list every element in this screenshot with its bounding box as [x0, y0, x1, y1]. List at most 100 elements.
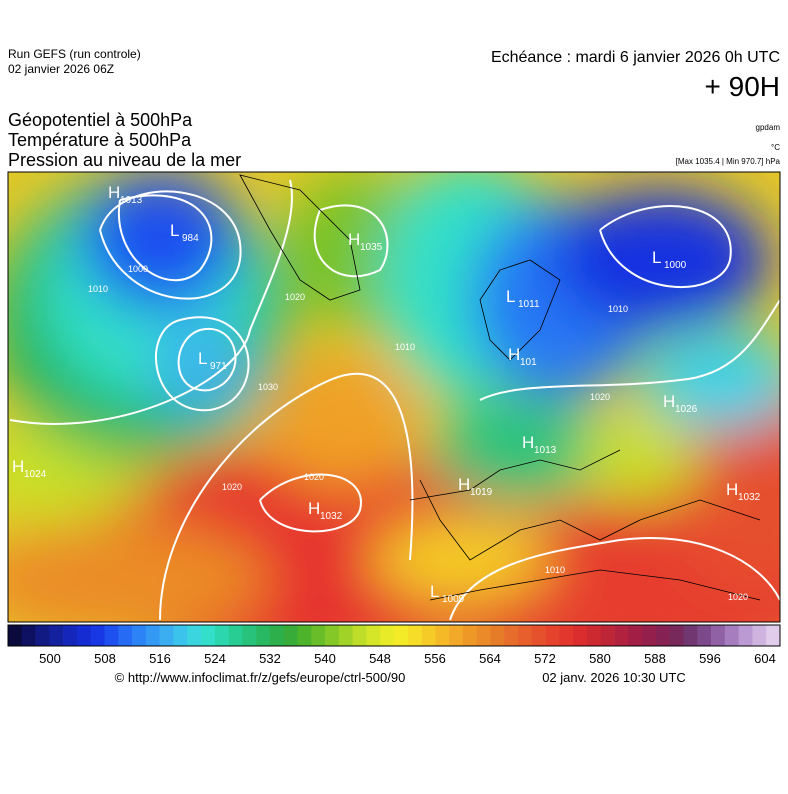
colorbar-swatch: [297, 625, 312, 646]
colorbar-swatch: [173, 625, 188, 646]
colorbar-swatch: [76, 625, 92, 646]
source: © http://www.infoclimat.fr/z/gefs/europe…: [115, 670, 406, 685]
colorbar-tick-label: 556: [424, 651, 446, 666]
colorbar-frame: [7, 624, 781, 647]
center-pressure: 1000: [664, 260, 687, 271]
colorbar-tick-label: 572: [534, 651, 556, 666]
colorbar-swatch: [490, 625, 505, 646]
colorbar-swatch: [587, 625, 602, 646]
center-pressure: 1024: [24, 469, 47, 480]
colorbar-tick-label: 596: [699, 651, 721, 666]
unit-label: °C: [771, 143, 780, 152]
colorbar-swatch: [35, 625, 50, 646]
center-pressure: 1019: [470, 487, 493, 498]
echeance: Echéance : mardi 6 janvier 2026 0h UTC: [491, 49, 780, 66]
run-label: Run GEFS (run controle): [8, 47, 141, 61]
center-pressure: 1013: [120, 195, 143, 206]
colorbar-swatch: [573, 625, 588, 646]
colorbar-swatch: [132, 625, 147, 646]
colorbar-swatch: [311, 625, 326, 646]
colorbar-swatch: [21, 625, 36, 646]
colorbar-swatch: [269, 625, 285, 646]
colorbar-tick-label: 604: [754, 651, 776, 666]
generated-time: 02 janv. 2026 10:30 UTC: [542, 670, 686, 685]
contour-label: 1030: [258, 382, 278, 392]
center-pressure: 1032: [320, 511, 343, 522]
title: Pression au niveau de la mer: [8, 150, 241, 170]
colorbar-swatch: [435, 625, 450, 646]
colorbar-swatch: [159, 625, 174, 646]
colorbar-swatch: [628, 625, 643, 646]
colorbar-swatch: [90, 625, 105, 646]
colorbar-swatch: [338, 625, 353, 646]
center-pressure: 1009: [442, 594, 465, 605]
colorbar-swatch: [187, 625, 202, 646]
colorbar-swatch: [8, 625, 23, 646]
colorbar-swatch: [283, 625, 298, 646]
center-letter: H: [522, 433, 534, 452]
colorbar-swatch: [63, 625, 78, 646]
colorbar-swatch: [476, 625, 491, 646]
center-letter: H: [108, 183, 120, 202]
colorbar-swatch: [766, 625, 781, 646]
center-letter: H: [12, 457, 24, 476]
contour-label: 1020: [285, 292, 305, 302]
center-letter: L: [652, 248, 661, 267]
colorbar-tick-label: 532: [259, 651, 281, 666]
colorbar-tick-label: 500: [39, 651, 61, 666]
colorbar-swatch: [145, 625, 160, 646]
colorbar-swatch: [669, 625, 684, 646]
colorbar-tick-label: 524: [204, 651, 226, 666]
contour-label: 1010: [608, 304, 628, 314]
colorbar-swatch: [242, 625, 257, 646]
contour-label: 1020: [304, 472, 324, 482]
unit-label: [Max 1035.4 | Min 970.7] hPa: [676, 157, 781, 166]
contour-label: 1010: [395, 342, 415, 352]
colorbar-swatch: [683, 625, 698, 646]
contour-label: 1010: [545, 565, 565, 575]
colorbar-swatch: [256, 625, 271, 646]
colorbar-swatch: [642, 625, 657, 646]
contour-label: 1020: [590, 392, 610, 402]
colorbar-swatch: [724, 625, 739, 646]
colorbar-swatch: [738, 625, 753, 646]
colorbar-swatch: [325, 625, 340, 646]
colorbar-tick-label: 548: [369, 651, 391, 666]
colorbar-swatch: [104, 625, 119, 646]
center-letter: L: [430, 582, 439, 601]
colorbar-swatch: [559, 625, 574, 646]
center-letter: L: [506, 287, 515, 306]
colorbar-swatch: [380, 625, 395, 646]
lead-time: + 90H: [705, 71, 781, 102]
colorbar-swatch: [407, 625, 422, 646]
center-letter: H: [508, 345, 520, 364]
colorbar-swatch: [462, 625, 478, 646]
center-pressure: 1013: [534, 445, 557, 456]
center-letter: H: [458, 475, 470, 494]
center-letter: H: [348, 230, 360, 249]
colorbar-swatch: [697, 625, 712, 646]
colorbar-swatch: [752, 625, 767, 646]
center-pressure: 1035: [360, 242, 383, 253]
colorbar-swatch: [49, 625, 64, 646]
unit-label: gpdam: [756, 123, 781, 132]
center-letter: H: [726, 480, 738, 499]
center-pressure: 1026: [675, 404, 698, 415]
center-pressure: 1011: [518, 299, 540, 310]
center-letter: L: [170, 221, 179, 240]
colorbar-tick-label: 588: [644, 651, 666, 666]
colorbar-swatch: [504, 625, 519, 646]
colorbar-tick-label: 516: [149, 651, 171, 666]
center-letter: L: [198, 349, 207, 368]
colorbar-swatch: [228, 625, 243, 646]
colorbar-swatch: [518, 625, 533, 646]
colorbar-tick-label: 540: [314, 651, 336, 666]
colorbar-swatch: [600, 625, 615, 646]
center-letter: H: [663, 392, 675, 411]
run-date: 02 janvier 2026 06Z: [8, 62, 114, 76]
center-letter: H: [308, 499, 320, 518]
title: Température à 500hPa: [8, 130, 192, 150]
colorbar-swatch: [394, 625, 409, 646]
colorbar-tick-label: 564: [479, 651, 501, 666]
colorbar-swatch: [711, 625, 726, 646]
